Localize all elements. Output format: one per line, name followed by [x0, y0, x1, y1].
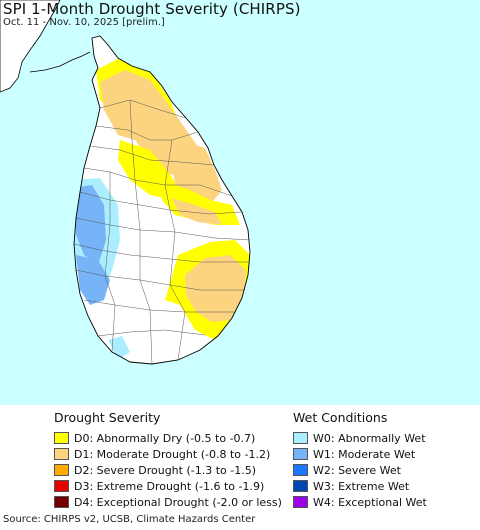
legend-item-w3: W3: Extreme Wet — [293, 478, 427, 494]
wet-legend: Wet Conditions W0: Abnormally Wet W1: Mo… — [293, 410, 427, 510]
legend-label-w1: W1: Moderate Wet — [313, 447, 416, 461]
legend-label-w4: W4: Exceptional Wet — [313, 495, 427, 509]
swatch-d4 — [54, 496, 69, 508]
legend-item-d1: D1: Moderate Drought (-0.8 to -1.2) — [54, 446, 282, 462]
legend-item-d2: D2: Severe Drought (-1.3 to -1.5) — [54, 462, 282, 478]
swatch-w0 — [293, 432, 308, 444]
d1-zone-east2 — [172, 198, 222, 225]
map-title: SPI 1-Month Drought Severity (CHIRPS) — [3, 0, 301, 18]
swatch-w2 — [293, 464, 308, 476]
legend-item-w0: W0: Abnormally Wet — [293, 430, 427, 446]
d1-zone-north — [100, 70, 200, 175]
legend-item-d0: D0: Abnormally Dry (-0.5 to -0.7) — [54, 430, 282, 446]
swatch-d0 — [54, 432, 69, 444]
legend-label-d4: D4: Exceptional Drought (-2.0 or less) — [74, 495, 282, 509]
w0-zone-south — [108, 336, 130, 360]
w1-zone-west — [74, 185, 106, 265]
d1-zone-southeast — [185, 255, 246, 322]
map-svg — [0, 0, 251, 365]
swatch-w1 — [293, 448, 308, 460]
drought-map: SPI 1-Month Drought Severity (CHIRPS) Oc… — [0, 0, 480, 405]
legend-label-d0: D0: Abnormally Dry (-0.5 to -0.7) — [74, 431, 256, 445]
w1-zone-southwest — [76, 255, 110, 305]
legend-item-w2: W2: Severe Wet — [293, 462, 427, 478]
district-boundaries — [74, 99, 250, 364]
swatch-d2 — [54, 464, 69, 476]
legend-label-w3: W3: Extreme Wet — [313, 479, 410, 493]
legend-label-d1: D1: Moderate Drought (-0.8 to -1.2) — [74, 447, 271, 461]
swatch-d3 — [54, 480, 69, 492]
legend-item-d3: D3: Extreme Drought (-1.6 to -1.9) — [54, 478, 282, 494]
map-subtitle: Oct. 11 - Nov. 10, 2025 [prelim.] — [3, 17, 165, 28]
swatch-w4 — [293, 496, 308, 508]
drought-legend-heading: Drought Severity — [54, 410, 161, 425]
adams-bridge — [29, 51, 91, 73]
island-outline — [73, 35, 251, 365]
swatch-w3 — [293, 480, 308, 492]
swatch-d1 — [54, 448, 69, 460]
legend-item-w1: W1: Moderate Wet — [293, 446, 427, 462]
legend-label-d3: D3: Extreme Drought (-1.6 to -1.9) — [74, 479, 265, 493]
legend: Drought Severity D0: Abnormally Dry (-0.… — [0, 410, 480, 512]
wet-legend-heading: Wet Conditions — [293, 410, 388, 425]
india-coast — [0, 0, 61, 93]
legend-label-w0: W0: Abnormally Wet — [313, 431, 426, 445]
legend-label-d2: D2: Severe Drought (-1.3 to -1.5) — [74, 463, 257, 477]
legend-item-d4: D4: Exceptional Drought (-2.0 or less) — [54, 494, 282, 510]
legend-item-w4: W4: Exceptional Wet — [293, 494, 427, 510]
legend-label-w2: W2: Severe Wet — [313, 463, 401, 477]
source-credit: Source: CHIRPS v2, UCSB, Climate Hazards… — [3, 514, 256, 525]
drought-legend: Drought Severity D0: Abnormally Dry (-0.… — [54, 410, 282, 510]
